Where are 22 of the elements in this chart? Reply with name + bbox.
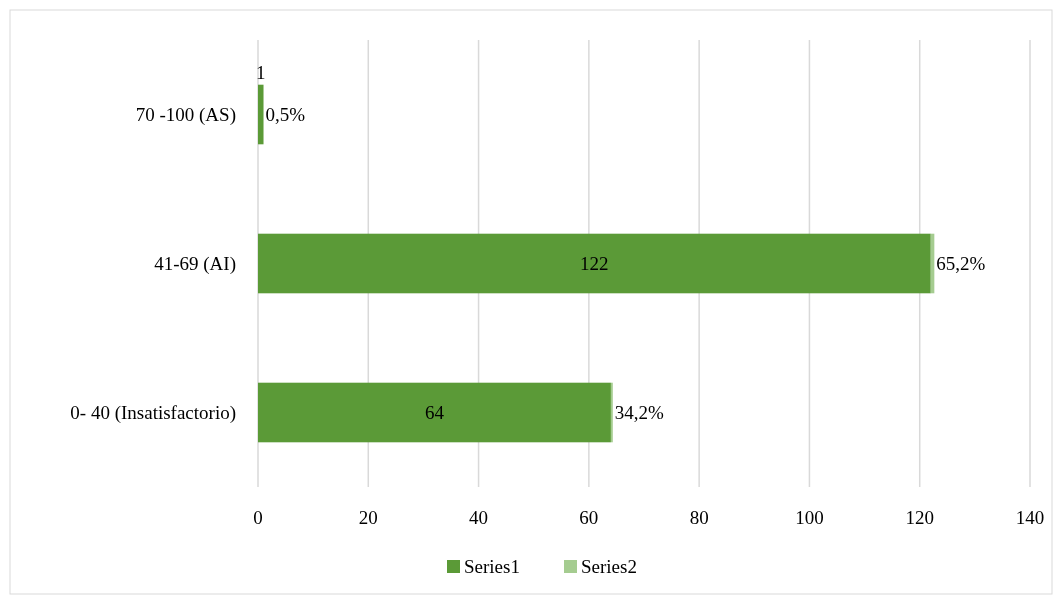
legend-label: Series1: [464, 555, 520, 577]
data-label: 65,2%: [936, 253, 986, 275]
x-tick-label: 140: [1015, 506, 1045, 528]
x-tick-label: 120: [905, 506, 934, 528]
legend-label: Series2: [581, 555, 637, 577]
x-tick-label: 80: [689, 506, 709, 528]
data-label: 122: [580, 253, 609, 275]
x-tick-label: 20: [358, 506, 378, 528]
x-tick-label: 40: [469, 506, 489, 528]
data-label: 64: [424, 402, 445, 424]
y-tick-label: 0- 40 (Insatisfactorio): [70, 402, 236, 425]
x-tick-label: 60: [579, 506, 599, 528]
y-tick-label: 70 -100 (AS): [135, 104, 236, 127]
bar: [258, 84, 264, 145]
bar: [258, 233, 931, 294]
y-tick-label: 41-69 (AI): [154, 253, 236, 276]
x-tick-label: 0: [253, 506, 263, 528]
data-label: 0,5%: [265, 104, 306, 126]
bar: [258, 382, 611, 443]
data-label: 34,2%: [614, 402, 665, 424]
x-tick-label: 100: [795, 506, 824, 528]
data-label: 1: [256, 62, 266, 84]
